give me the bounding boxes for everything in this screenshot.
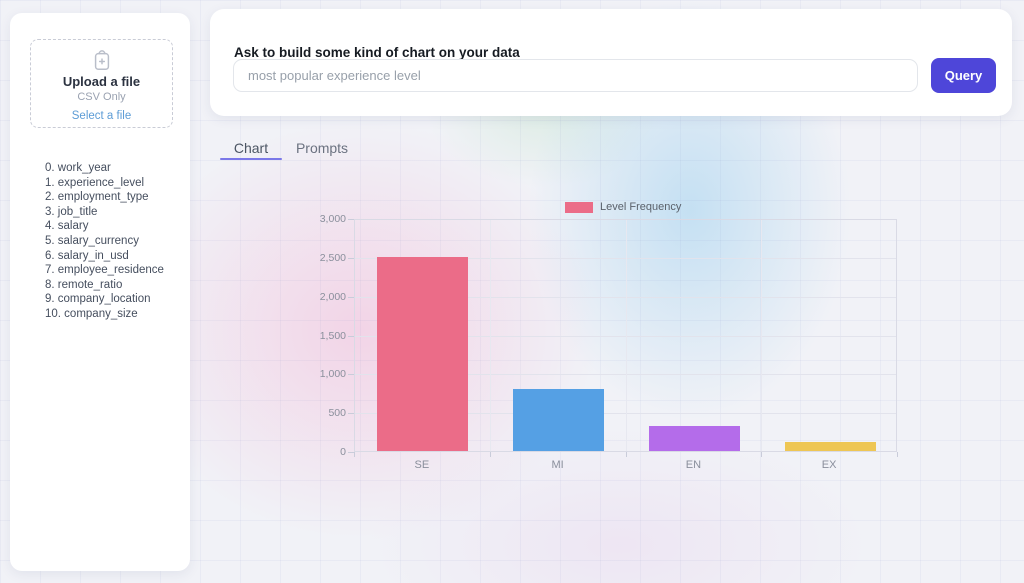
x-axis-tick-mark	[489, 452, 491, 457]
legend-swatch	[565, 201, 593, 213]
column-list: 0. work_year 1. experience_level 2. employ…	[45, 161, 164, 322]
y-axis-tick-label: 1,000	[319, 368, 346, 381]
bar-se[interactable]	[377, 257, 469, 451]
column-list-item: 10. company_size	[45, 307, 138, 320]
y-axis-tick-label: 2,500	[319, 251, 346, 264]
query-heading: Ask to build some kind of chart on your …	[234, 45, 520, 60]
column-list-item: 4. salary	[45, 220, 89, 233]
query-input[interactable]	[233, 59, 918, 92]
y-axis-tick-label: 2,000	[319, 290, 346, 303]
select-file-link[interactable]: Select a file	[71, 110, 132, 122]
x-axis-tick-mark	[897, 452, 898, 457]
y-axis-tick-mark	[348, 335, 354, 337]
bar-mi[interactable]	[513, 389, 605, 451]
clipboard-plus-icon	[94, 50, 109, 70]
y-axis-tick-mark	[348, 374, 354, 376]
column-list-item: 8. remote_ratio	[45, 278, 123, 291]
column-list-item: 0. work_year	[45, 162, 111, 174]
x-axis-tick-mark	[354, 452, 355, 457]
x-axis-category-label: EN	[685, 459, 702, 471]
x-axis-category-label: SE	[414, 459, 430, 471]
bar-chart: Level Frequency 0 500 1,000 1,500 2,000 2,500…	[300, 195, 940, 485]
tab-chart[interactable]: Chart	[233, 140, 269, 156]
column-list-item: 1. experience_level	[45, 176, 145, 189]
y-axis-tick-mark	[348, 257, 354, 259]
y-axis-tick-label: 3,000	[319, 213, 346, 225]
column-list-item: 3. job_title	[45, 205, 98, 218]
x-axis-tick-mark	[625, 452, 627, 457]
column-list-item: 9. company_location	[45, 293, 151, 306]
x-gridline	[761, 220, 763, 451]
upload-subtitle: CSV Only	[77, 91, 126, 103]
x-axis-category-label: EX	[821, 459, 837, 471]
x-axis-category-label: MI	[551, 459, 564, 471]
column-list-item: 6. salary_in_usd	[45, 249, 129, 262]
plot-area	[354, 219, 897, 452]
query-button[interactable]: Query	[931, 58, 996, 93]
tab-prompts[interactable]: Prompts	[295, 140, 349, 156]
y-axis-tick-label: 1,500	[319, 329, 346, 342]
y-axis-tick-mark	[348, 296, 354, 298]
upload-title: Upload a file	[62, 74, 141, 89]
y-axis-tick-label: 0	[340, 446, 346, 458]
x-gridline	[489, 220, 491, 451]
x-gridline	[625, 220, 627, 451]
active-tab-indicator	[220, 158, 282, 160]
legend-label: Level Frequency	[600, 201, 682, 213]
y-axis-tick-mark	[348, 452, 354, 453]
sidebar-panel: Upload a file CSV Only Select a file 0. …	[10, 13, 190, 571]
y-axis-tick-label: 500	[328, 407, 346, 420]
y-axis-tick-mark	[348, 413, 354, 415]
column-list-item: 5. salary_currency	[45, 234, 139, 247]
upload-dropzone[interactable]: Upload a file CSV Only Select a file	[30, 39, 173, 128]
legend-item[interactable]: Level Frequency	[565, 201, 681, 213]
y-axis-tick-mark	[348, 219, 354, 220]
x-axis-tick-mark	[761, 452, 763, 457]
bar-ex[interactable]	[784, 442, 876, 451]
bar-en[interactable]	[648, 426, 740, 451]
column-list-item: 7. employee_residence	[45, 264, 164, 277]
query-panel: Ask to build some kind of chart on your …	[210, 9, 1012, 116]
column-list-item: 2. employment_type	[45, 191, 149, 204]
